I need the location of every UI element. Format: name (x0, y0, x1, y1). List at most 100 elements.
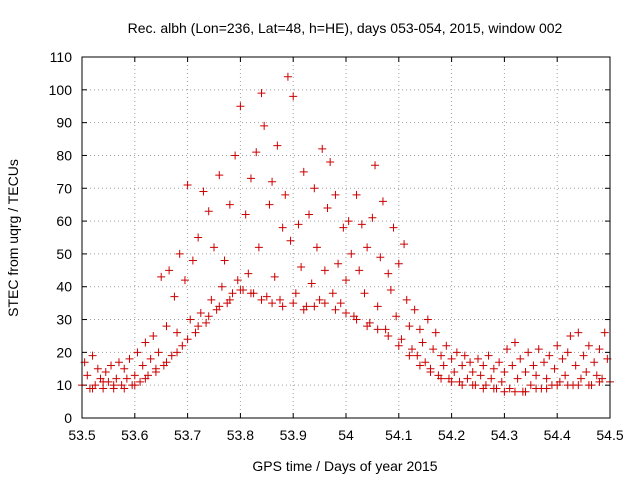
data-point (278, 302, 287, 311)
data-point (524, 348, 533, 357)
x-tick-label: 53.9 (280, 427, 307, 443)
data-point (545, 351, 554, 360)
data-point (312, 243, 321, 252)
data-point (373, 325, 382, 334)
x-axis-label: GPS time / Days of year 2015 (252, 458, 437, 474)
y-tick-label: 40 (56, 279, 72, 295)
data-point (513, 374, 522, 383)
data-point (93, 364, 102, 373)
data-point (276, 295, 284, 304)
data-point (373, 302, 382, 311)
plot-frame (81, 56, 611, 419)
x-tick-label: 53.8 (227, 427, 254, 443)
data-point (236, 286, 245, 295)
data-point (186, 315, 195, 324)
data-point (289, 92, 298, 101)
data-point (400, 240, 409, 249)
data-point (584, 381, 593, 390)
data-point (360, 289, 369, 298)
data-point (273, 141, 282, 150)
x-tick-label: 53.7 (174, 427, 201, 443)
data-point (450, 368, 459, 377)
data-point (460, 351, 469, 360)
y-tick-label: 80 (56, 147, 72, 163)
data-point (130, 371, 139, 380)
data-point (220, 256, 229, 265)
y-tick-label: 20 (56, 344, 72, 360)
data-point (437, 351, 446, 360)
data-point (521, 387, 530, 396)
data-point (257, 89, 266, 98)
data-point (553, 381, 562, 390)
data-point (479, 361, 488, 370)
data-point (397, 335, 406, 344)
data-point (386, 286, 395, 295)
data-point (133, 348, 142, 357)
y-tick-label: 70 (56, 180, 72, 196)
data-point (141, 338, 150, 347)
data-point (553, 341, 562, 350)
data-point (342, 308, 350, 317)
data-point (561, 371, 570, 380)
data-point (421, 358, 430, 367)
data-point (268, 299, 277, 308)
data-point (355, 266, 364, 275)
data-point (542, 384, 551, 393)
x-tick-label: 54.2 (438, 427, 465, 443)
data-point (484, 351, 493, 360)
data-point (178, 341, 187, 350)
data-point (130, 381, 139, 390)
grid (82, 57, 610, 418)
data-point (516, 354, 525, 363)
data-point (246, 289, 255, 298)
data-point (526, 381, 535, 390)
data-point (241, 210, 250, 219)
data-point (114, 358, 123, 367)
data-point (299, 167, 308, 176)
data-point (402, 295, 411, 304)
data-point (532, 371, 541, 380)
data-point (437, 374, 446, 383)
data-point (228, 289, 237, 298)
data-point (363, 322, 372, 331)
data-point (476, 371, 485, 380)
data-point (479, 384, 488, 393)
data-point (101, 368, 110, 377)
data-point (257, 295, 266, 304)
data-point (194, 322, 203, 331)
data-point (347, 249, 356, 258)
data-point (389, 223, 398, 232)
data-point (423, 315, 432, 324)
data-point (262, 292, 271, 301)
data-point (122, 374, 131, 383)
data-point (357, 220, 366, 229)
data-point (384, 331, 393, 340)
data-point (138, 361, 147, 370)
data-point (260, 121, 269, 130)
data-point (510, 338, 519, 347)
data-point (183, 180, 192, 189)
data-point (204, 312, 213, 321)
data-point (574, 328, 583, 337)
data-point (99, 377, 108, 386)
data-point (225, 295, 234, 304)
data-point (183, 335, 192, 344)
data-point (458, 381, 467, 390)
data-point (233, 276, 242, 285)
data-point (112, 374, 121, 383)
data-point (558, 354, 567, 363)
x-tick-label: 53.5 (68, 427, 95, 443)
data-point (576, 374, 585, 383)
data-point (107, 361, 116, 370)
data-point (210, 243, 218, 252)
data-point (125, 354, 134, 363)
data-point (408, 345, 416, 354)
data-point (378, 197, 387, 206)
data-point (305, 210, 314, 219)
data-point (579, 351, 588, 360)
data-point (175, 249, 184, 258)
data-point (582, 368, 591, 377)
data-point (474, 354, 482, 363)
data-point (286, 236, 295, 245)
data-point (215, 302, 224, 311)
